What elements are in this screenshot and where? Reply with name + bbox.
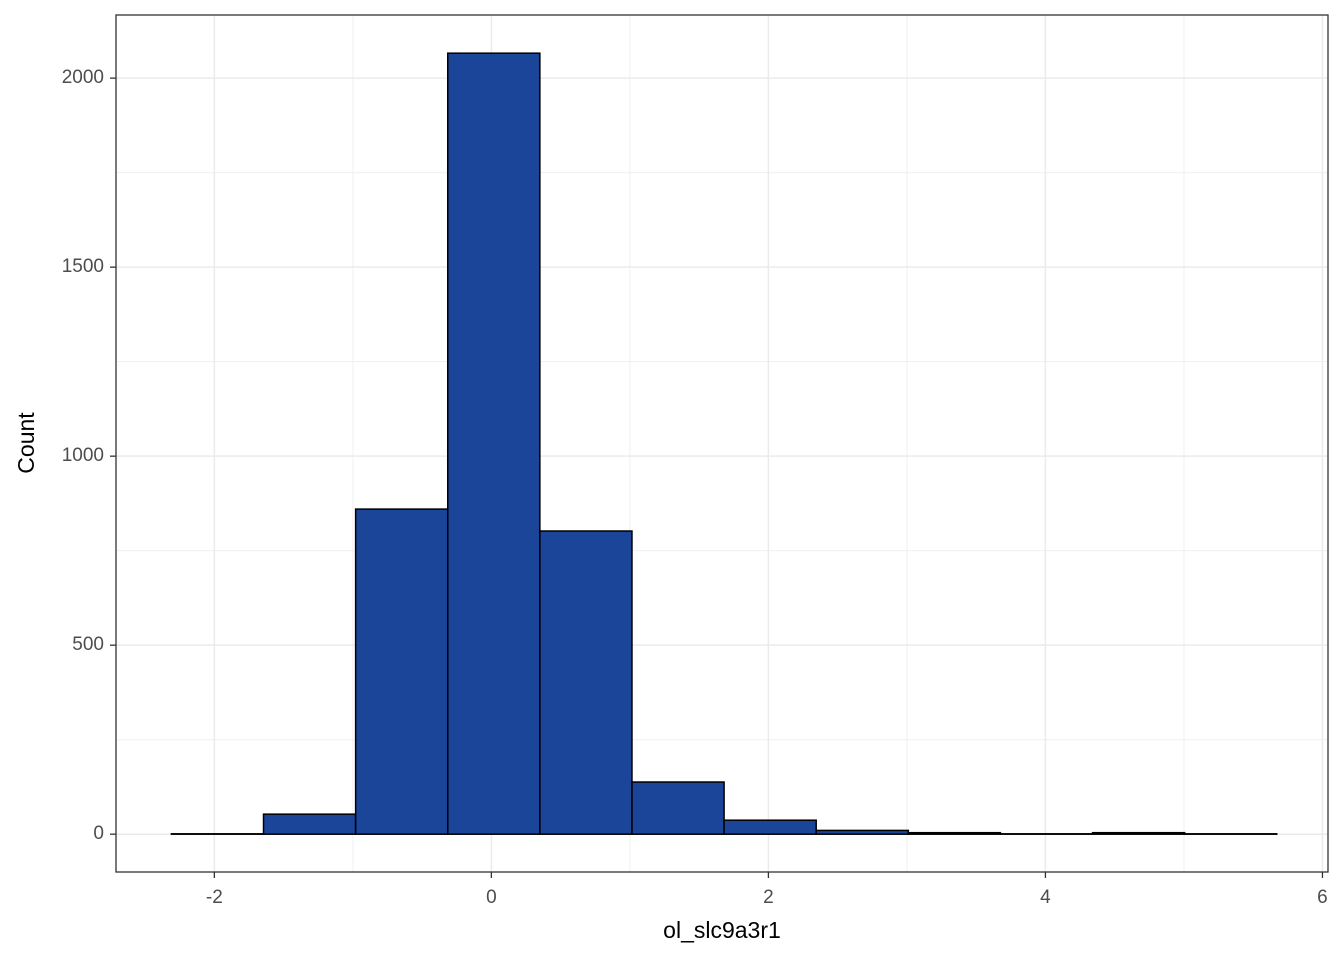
bar xyxy=(815,829,910,835)
bar xyxy=(539,530,633,835)
y-tick-label: 1500 xyxy=(62,256,104,277)
x-axis-title: ol_slc9a3r1 xyxy=(663,917,781,943)
bar xyxy=(262,813,357,835)
y-tick-label: 1000 xyxy=(62,445,104,466)
bar xyxy=(631,781,725,835)
x-tick-label: -2 xyxy=(206,887,223,908)
plot-border xyxy=(115,14,1329,873)
y-tick-label: 2000 xyxy=(62,67,104,88)
x-tick-label: 2 xyxy=(763,887,774,908)
bar xyxy=(446,52,541,835)
bar xyxy=(723,819,817,835)
x-tick-label: 0 xyxy=(486,887,497,908)
y-tick-label: 500 xyxy=(72,634,104,655)
bar xyxy=(354,508,449,835)
bar xyxy=(907,831,1002,835)
y-axis-title: Count xyxy=(13,412,39,474)
y-tick-label: 0 xyxy=(93,823,104,844)
bar xyxy=(1091,831,1186,835)
x-tick-label: 6 xyxy=(1317,887,1328,908)
plot-background xyxy=(116,15,1328,872)
x-tick-label: 4 xyxy=(1040,887,1051,908)
